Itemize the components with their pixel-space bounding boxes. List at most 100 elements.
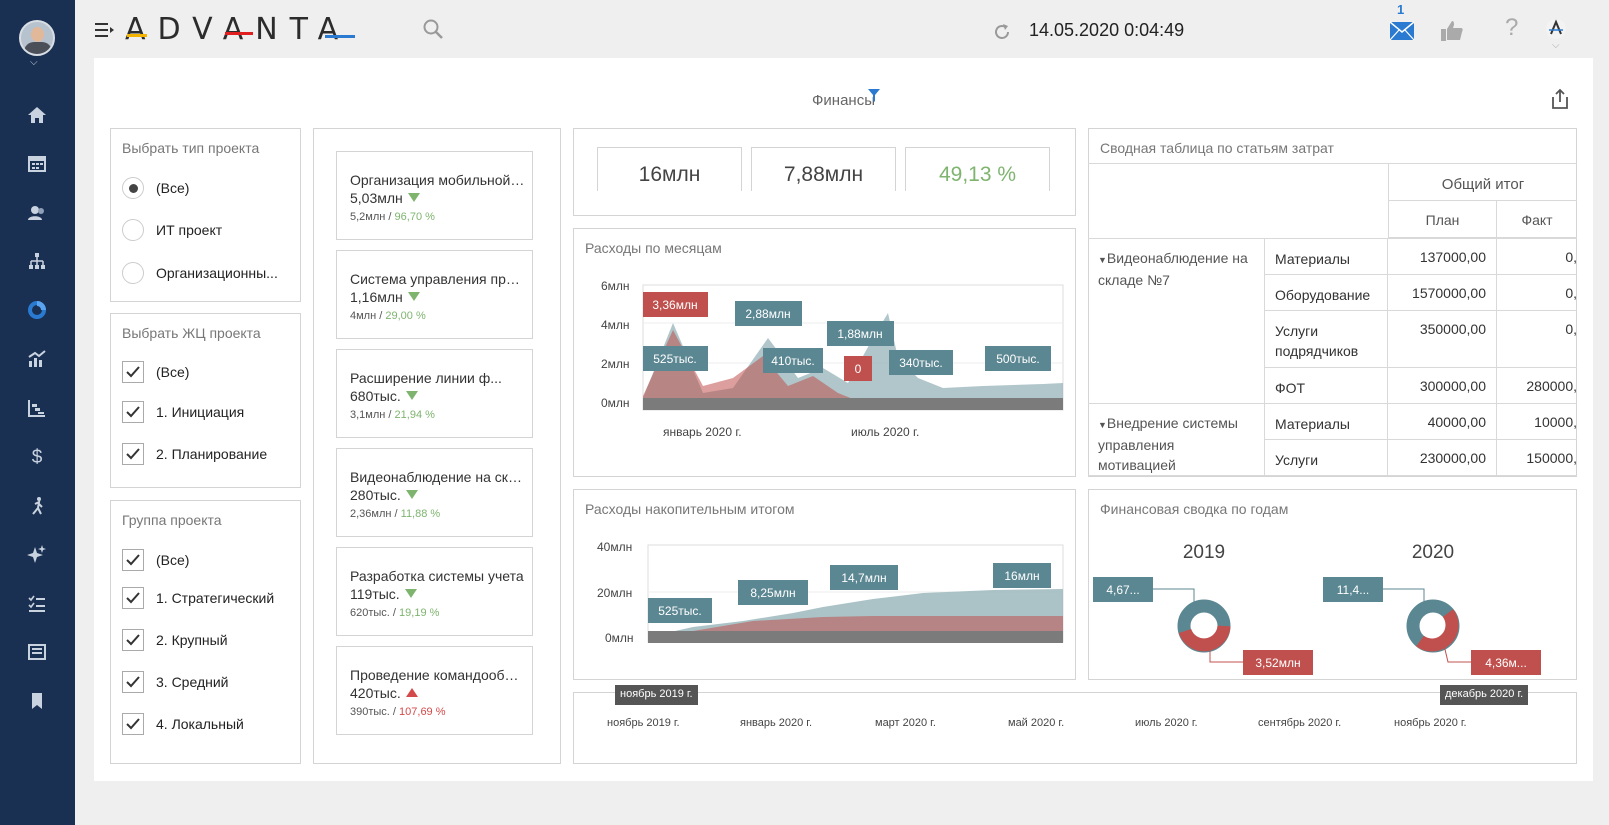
pivot-group[interactable]: ▼Видеонаблюдение на складе №7 [1088,239,1264,404]
data-label: 2,88млн [735,301,802,326]
data-label: 525тыс. [648,598,712,623]
data-label: 525тыс. [643,346,708,371]
timeline-tick: июль 2020 г. [1135,717,1198,729]
dollar-icon[interactable]: $ [22,441,52,471]
topbar: ADVANTA 14.05.2020 0:04:49 1 ? ⌵ [75,0,1609,58]
project-card[interactable]: Разработка системы учета 119тыс. 620тыс. /… [336,547,533,636]
pivot-table-wrap[interactable]: Общий итог План Факт Материалы 137000,00 0… [1088,163,1577,477]
trend-down-icon [405,490,418,499]
checkbox-icon[interactable] [122,629,144,651]
checkbox-icon[interactable] [122,587,144,609]
export-icon[interactable] [1550,88,1570,110]
project-card[interactable]: Проведение командообразования 420тыс. 390т… [336,646,533,735]
chevron-down-icon[interactable]: ⌵ [30,57,38,68]
option-label: 2. Планирование [156,446,268,462]
project-name: Организация мобильной ... [350,172,525,188]
radio-icon[interactable] [122,219,144,241]
pivot-group[interactable]: ▼Внедрение системы управления мотивацией [1088,404,1264,476]
kpi-percent: 49,13 % [905,147,1050,191]
pivot-fact-value: 10000, [1534,414,1577,430]
trend-up-icon [405,688,418,697]
option-label: (Все) [156,180,190,196]
pie-chart-icon[interactable] [22,295,52,325]
thumbs-up-icon[interactable] [1440,19,1464,43]
timeline-tick: ноябрь 2020 г. [1394,717,1467,729]
checkbox-option[interactable]: (Все) [122,549,189,571]
timeline-start-handle[interactable]: ноябрь 2019 г. [615,685,698,705]
checkbox-option[interactable]: 2. Планирование [122,443,267,465]
chevron-down-icon[interactable]: ⌵ [1552,40,1560,51]
runner-icon[interactable] [22,491,52,521]
checkbox-icon[interactable] [122,549,144,571]
data-label: 340тыс. [889,350,953,375]
timeline-end-handle[interactable]: декабрь 2020 г. [1440,685,1529,705]
mail-icon[interactable] [1389,20,1415,42]
avatar[interactable] [19,20,55,56]
checkbox-icon[interactable] [122,401,144,423]
timeline-tick: январь 2020 г. [740,717,813,729]
filter-icon[interactable] [868,89,880,103]
checkbox-option[interactable]: 4. Локальный [122,713,244,735]
project-pct: 11,88 % [400,508,441,520]
checkbox-icon[interactable] [122,443,144,465]
pivot-plan-value: 350000,00 [1388,311,1497,368]
radio-option[interactable]: ИТ проект [122,219,222,241]
y-tick: 6млн [601,279,630,293]
refresh-icon[interactable] [992,22,1012,42]
checkbox-option[interactable]: 2. Крупный [122,629,228,651]
project-card[interactable]: Видеонаблюдение на складе 280тыс. 2,36млн … [336,448,533,537]
expand-toggle-icon[interactable]: ▼ [1098,420,1107,430]
calendar-icon[interactable] [22,148,52,178]
radio-option[interactable]: (Все) [122,177,189,199]
user-menu-icon[interactable] [1545,18,1567,40]
radio-option[interactable]: Организационны... [122,262,278,284]
bookmark-icon[interactable] [22,686,52,716]
checkbox-icon[interactable] [122,361,144,383]
timeline-panel[interactable] [573,692,1577,764]
project-card[interactable]: Организация мобильной ... 5,03млн 5,2млн /… [336,151,533,240]
project-value: 119тыс. [350,586,417,602]
brand-logo[interactable]: ADVANTA [125,12,351,47]
radio-icon[interactable] [122,177,144,199]
org-chart-icon[interactable] [22,246,52,276]
project-name: Система управления проектами [350,271,525,287]
table-row: Материалы 40000,00 10000, [1264,404,1577,440]
sparkle-icon[interactable] [22,539,52,569]
gantt-icon[interactable] [22,393,52,423]
checkbox-icon[interactable] [122,671,144,693]
radio-icon[interactable] [122,262,144,284]
option-label: 1. Стратегический [156,590,275,606]
checklist-icon[interactable] [22,589,52,619]
pivot-category: ФОТ [1264,368,1388,404]
chart-title: Финансовая сводка по годам [1100,501,1289,517]
news-icon[interactable] [22,637,52,667]
data-label: 3,36млн [643,292,708,317]
project-card[interactable]: Система управления проектами 1,16млн 4млн … [336,250,533,339]
analytics-icon[interactable] [22,344,52,374]
search-icon[interactable] [422,18,444,40]
users-icon[interactable] [22,198,52,228]
page-title: Финансы [812,92,875,109]
menu-icon[interactable] [95,22,115,38]
checkbox-option[interactable]: (Все) [122,361,189,383]
svg-text:3,52млн: 3,52млн [1255,656,1300,670]
checkbox-icon[interactable] [122,713,144,735]
pivot-category: Услуги [1264,440,1388,476]
option-label: Организационны... [156,265,278,281]
option-label: ИТ проект [156,222,223,238]
kpi-spent: 7,88млн [751,147,896,191]
checkbox-option[interactable]: 1. Стратегический [122,587,274,609]
checkbox-option[interactable]: 3. Средний [122,671,228,693]
project-plan: 5,2млн / 96,70 % [350,211,435,223]
project-card[interactable]: Расширение линии ф... 680тыс. 3,1млн / 21,… [336,349,533,438]
checkbox-option[interactable]: 1. Инициация [122,401,244,423]
svg-text:4,36м...: 4,36м... [1485,656,1527,670]
expand-toggle-icon[interactable]: ▼ [1098,255,1107,265]
home-icon[interactable] [22,100,52,130]
lifecycle-filter: Выбрать ЖЦ проекта (Все) 1. Инициация 2.… [110,313,301,488]
project-pct: 29,00 % [385,310,426,322]
svg-text:500тыс.: 500тыс. [996,352,1039,366]
help-icon[interactable]: ? [1505,14,1519,41]
pivot-fact-value: 0, [1565,321,1577,337]
trend-down-icon [407,292,420,301]
